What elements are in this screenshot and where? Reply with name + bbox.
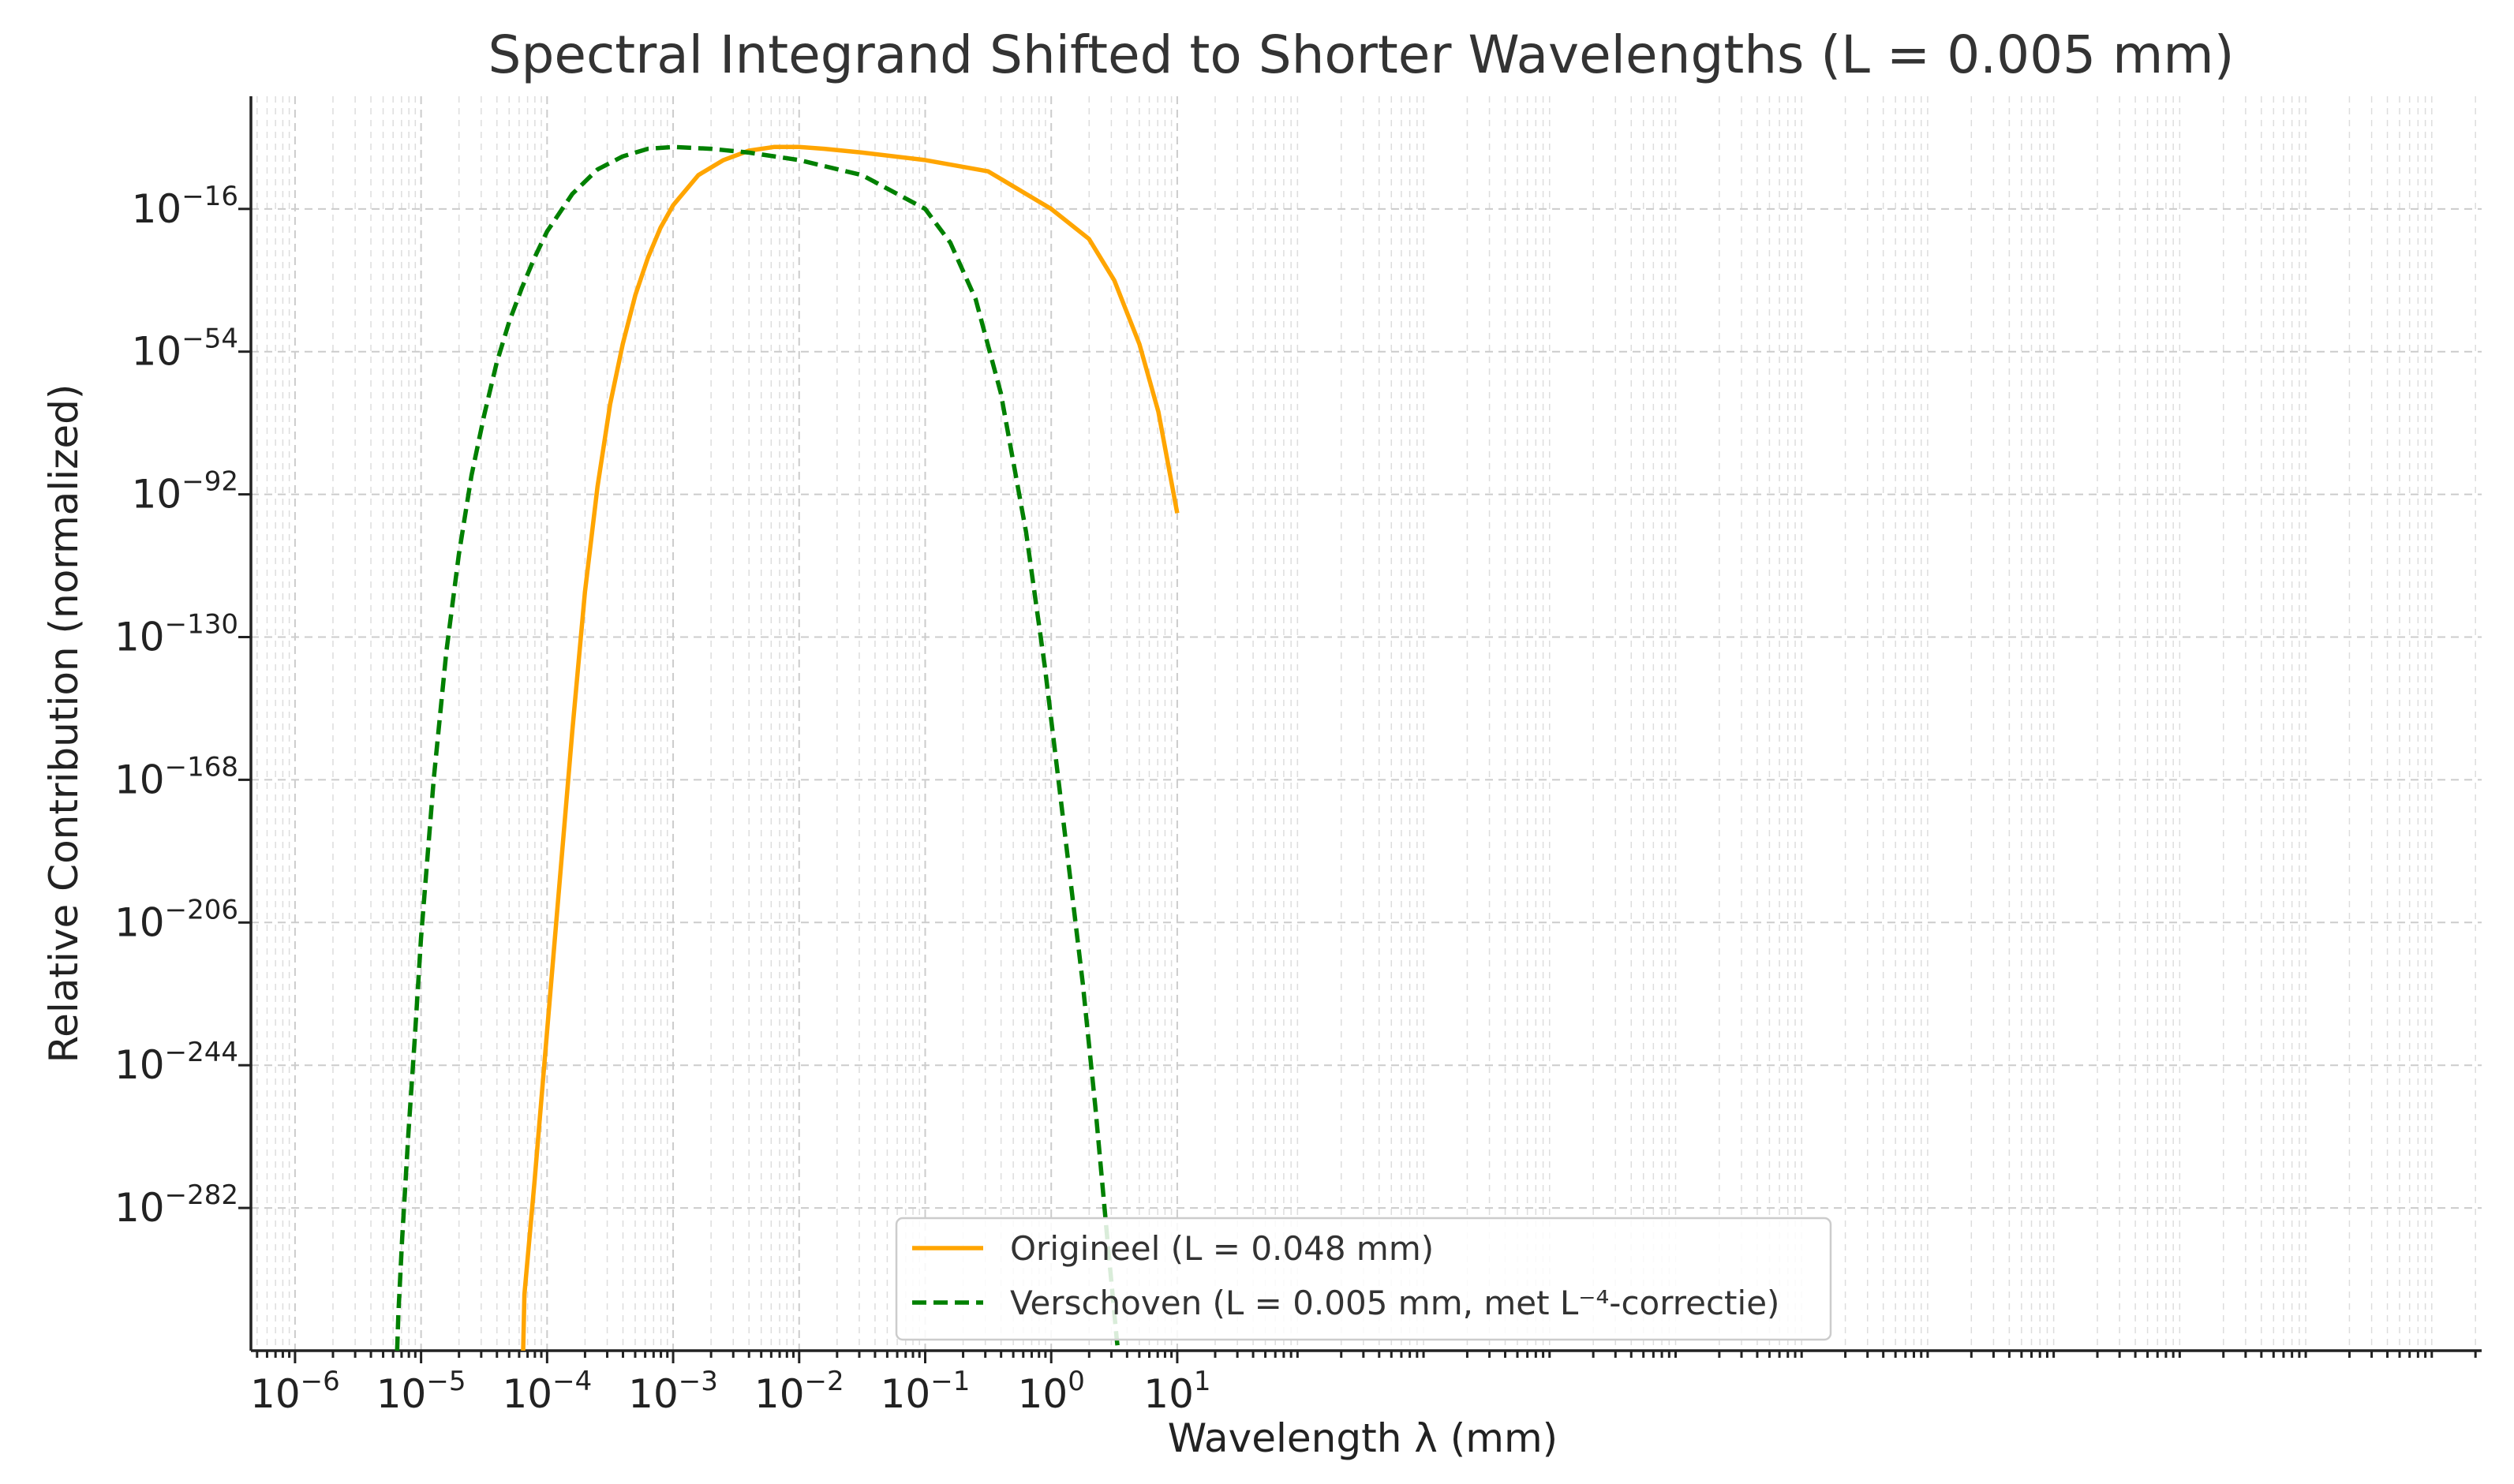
x-tick-label: 100 xyxy=(1018,1366,1085,1417)
y-tick-label: 10−282 xyxy=(114,1179,238,1231)
x-tick-label: 10−5 xyxy=(376,1366,466,1417)
y-tick-label: 10−16 xyxy=(132,181,238,232)
y-tick-label: 10−130 xyxy=(114,609,238,660)
grid xyxy=(251,96,2482,1351)
series-layer xyxy=(395,144,1180,1351)
y-tick-label: 10−168 xyxy=(114,751,238,802)
x-tick-label: 10−3 xyxy=(628,1366,718,1417)
x-tick-label: 10−1 xyxy=(881,1366,971,1417)
y-tick-label: 10−54 xyxy=(132,323,238,375)
legend-frame xyxy=(895,1217,1832,1341)
y-tick-label: 10−244 xyxy=(114,1037,238,1088)
x-tick-label: 10−2 xyxy=(754,1366,844,1417)
legend: Origineel (L = 0.048 mm) Verschoven (L =… xyxy=(895,1217,1832,1341)
series-line-0 xyxy=(521,144,1180,1351)
y-tick-label: 10−92 xyxy=(132,466,238,518)
x-axis-label: Wavelength λ (mm) xyxy=(1168,1415,1558,1461)
x-tick-label: 101 xyxy=(1143,1366,1210,1417)
chart-title: Spectral Integrand Shifted to Shorter Wa… xyxy=(488,24,2235,85)
y-tick-label: 10−206 xyxy=(114,894,238,945)
legend-label-origineel: Origineel (L = 0.048 mm) xyxy=(1010,1229,1434,1268)
axes: 10−6 10−5 10−4 10−3 10−2 10−1 100 101 10−16 10−54… xyxy=(114,96,2482,1417)
legend-label-verschoven: Verschoven (L = 0.005 mm, met L⁻⁴-correc… xyxy=(1010,1284,1779,1322)
x-tick-label: 10−4 xyxy=(502,1366,592,1417)
x-tick-label: 10−6 xyxy=(250,1366,340,1417)
y-axis-label: Relative Contribution (normalized) xyxy=(41,384,87,1063)
series-line-1 xyxy=(395,144,1120,1351)
